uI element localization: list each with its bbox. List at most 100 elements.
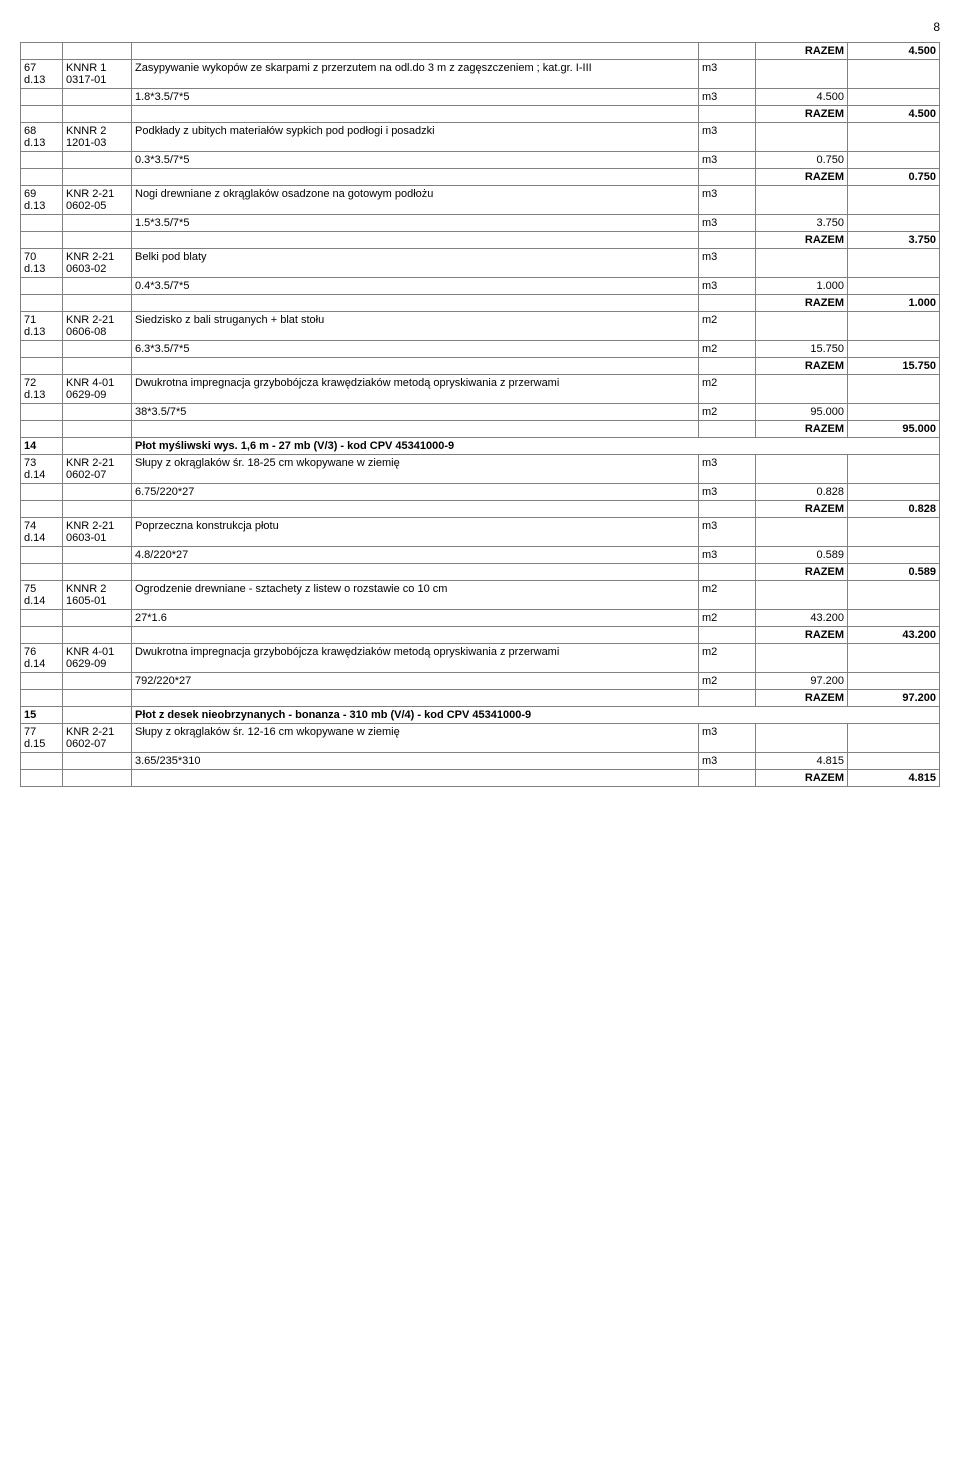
item-ref: KNNR 2 1605-01 (63, 581, 132, 610)
cell-empty (21, 358, 63, 375)
cell-empty (21, 564, 63, 581)
razem-label: RAZEM (756, 43, 848, 60)
table-row: 67 d.13KNNR 1 0317-01Zasypywanie wykopów… (21, 60, 940, 89)
cell-empty (63, 753, 132, 770)
table-row: 792/220*27m297.200 (21, 673, 940, 690)
item-ref: KNR 2-21 0602-05 (63, 186, 132, 215)
calc-expr: 38*3.5/7*5 (132, 404, 699, 421)
cell-empty (63, 404, 132, 421)
cell-empty (21, 421, 63, 438)
calc-expr: 0.4*3.5/7*5 (132, 278, 699, 295)
cell-empty (848, 215, 940, 232)
item-index: 76 d.14 (21, 644, 63, 673)
cell-empty (63, 295, 132, 312)
item-desc: Zasypywanie wykopów ze skarpami z przerz… (132, 60, 699, 89)
item-ref: KNR 2-21 0602-07 (63, 724, 132, 753)
item-desc: Dwukrotna impregnacja grzybobójcza krawę… (132, 375, 699, 404)
cell-empty (132, 627, 699, 644)
item-unit: m3 (699, 724, 756, 753)
cell-empty (699, 43, 756, 60)
calc-expr: 27*1.6 (132, 610, 699, 627)
calc-expr: 0.3*3.5/7*5 (132, 152, 699, 169)
cell-empty (132, 358, 699, 375)
table-row: RAZEM1.000 (21, 295, 940, 312)
cell-empty (699, 421, 756, 438)
razem-label: RAZEM (756, 358, 848, 375)
cell-empty (63, 627, 132, 644)
razem-label: RAZEM (756, 232, 848, 249)
razem-value: 1.000 (848, 295, 940, 312)
item-desc: Belki pod blaty (132, 249, 699, 278)
cell-empty (848, 312, 940, 341)
cell-empty (21, 232, 63, 249)
table-row: 1.5*3.5/7*5m33.750 (21, 215, 940, 232)
cell-empty (21, 106, 63, 123)
item-desc: Podkłady z ubitych materiałów sypkich po… (132, 123, 699, 152)
calc-expr: 1.8*3.5/7*5 (132, 89, 699, 106)
calc-unit: m2 (699, 673, 756, 690)
item-unit: m2 (699, 581, 756, 610)
cell-empty (63, 564, 132, 581)
cell-empty (756, 186, 848, 215)
razem-label: RAZEM (756, 564, 848, 581)
cell-empty (848, 404, 940, 421)
item-unit: m3 (699, 518, 756, 547)
table-row: RAZEM95.000 (21, 421, 940, 438)
razem-value: 4.500 (848, 43, 940, 60)
razem-label: RAZEM (756, 295, 848, 312)
razem-label: RAZEM (756, 421, 848, 438)
calc-expr: 6.3*3.5/7*5 (132, 341, 699, 358)
cell-empty (132, 690, 699, 707)
cell-empty (63, 484, 132, 501)
cell-empty (63, 421, 132, 438)
table-row: 38*3.5/7*5m295.000 (21, 404, 940, 421)
razem-value: 0.828 (848, 501, 940, 518)
cell-empty (699, 295, 756, 312)
calc-unit: m2 (699, 610, 756, 627)
cell-empty (848, 186, 940, 215)
item-unit: m3 (699, 186, 756, 215)
razem-value: 4.500 (848, 106, 940, 123)
cell-empty (848, 60, 940, 89)
calc-val: 4.815 (756, 753, 848, 770)
item-ref: KNR 2-21 0606-08 (63, 312, 132, 341)
cell-empty (756, 455, 848, 484)
cell-empty (848, 375, 940, 404)
cell-empty (21, 89, 63, 106)
table-row: RAZEM43.200 (21, 627, 940, 644)
item-index: 67 d.13 (21, 60, 63, 89)
cell-empty (848, 484, 940, 501)
razem-label: RAZEM (756, 501, 848, 518)
table-row: RAZEM0.750 (21, 169, 940, 186)
cell-empty (21, 770, 63, 787)
cell-empty (63, 232, 132, 249)
table-row: RAZEM0.589 (21, 564, 940, 581)
cell-empty (21, 215, 63, 232)
cell-empty (132, 43, 699, 60)
cell-empty (21, 404, 63, 421)
cell-empty (132, 232, 699, 249)
calc-unit: m3 (699, 152, 756, 169)
cell-empty (63, 106, 132, 123)
calc-val: 0.828 (756, 484, 848, 501)
calc-unit: m2 (699, 404, 756, 421)
cell-empty (63, 610, 132, 627)
cell-empty (699, 690, 756, 707)
item-ref: KNNR 1 0317-01 (63, 60, 132, 89)
cell-empty (848, 518, 940, 547)
table-row: RAZEM97.200 (21, 690, 940, 707)
section-num: 15 (21, 707, 63, 724)
cell-empty (63, 438, 132, 455)
razem-value: 0.750 (848, 169, 940, 186)
calc-val: 0.589 (756, 547, 848, 564)
cell-empty (132, 295, 699, 312)
razem-label: RAZEM (756, 169, 848, 186)
item-unit: m3 (699, 123, 756, 152)
item-ref: KNNR 2 1201-03 (63, 123, 132, 152)
item-ref: KNR 4-01 0629-09 (63, 375, 132, 404)
cell-empty (132, 421, 699, 438)
table-row: 73 d.14KNR 2-21 0602-07Słupy z okrąglakó… (21, 455, 940, 484)
item-desc: Słupy z okrąglaków śr. 12-16 cm wkopywan… (132, 724, 699, 753)
table-row: 69 d.13KNR 2-21 0602-05Nogi drewniane z … (21, 186, 940, 215)
cell-empty (63, 673, 132, 690)
